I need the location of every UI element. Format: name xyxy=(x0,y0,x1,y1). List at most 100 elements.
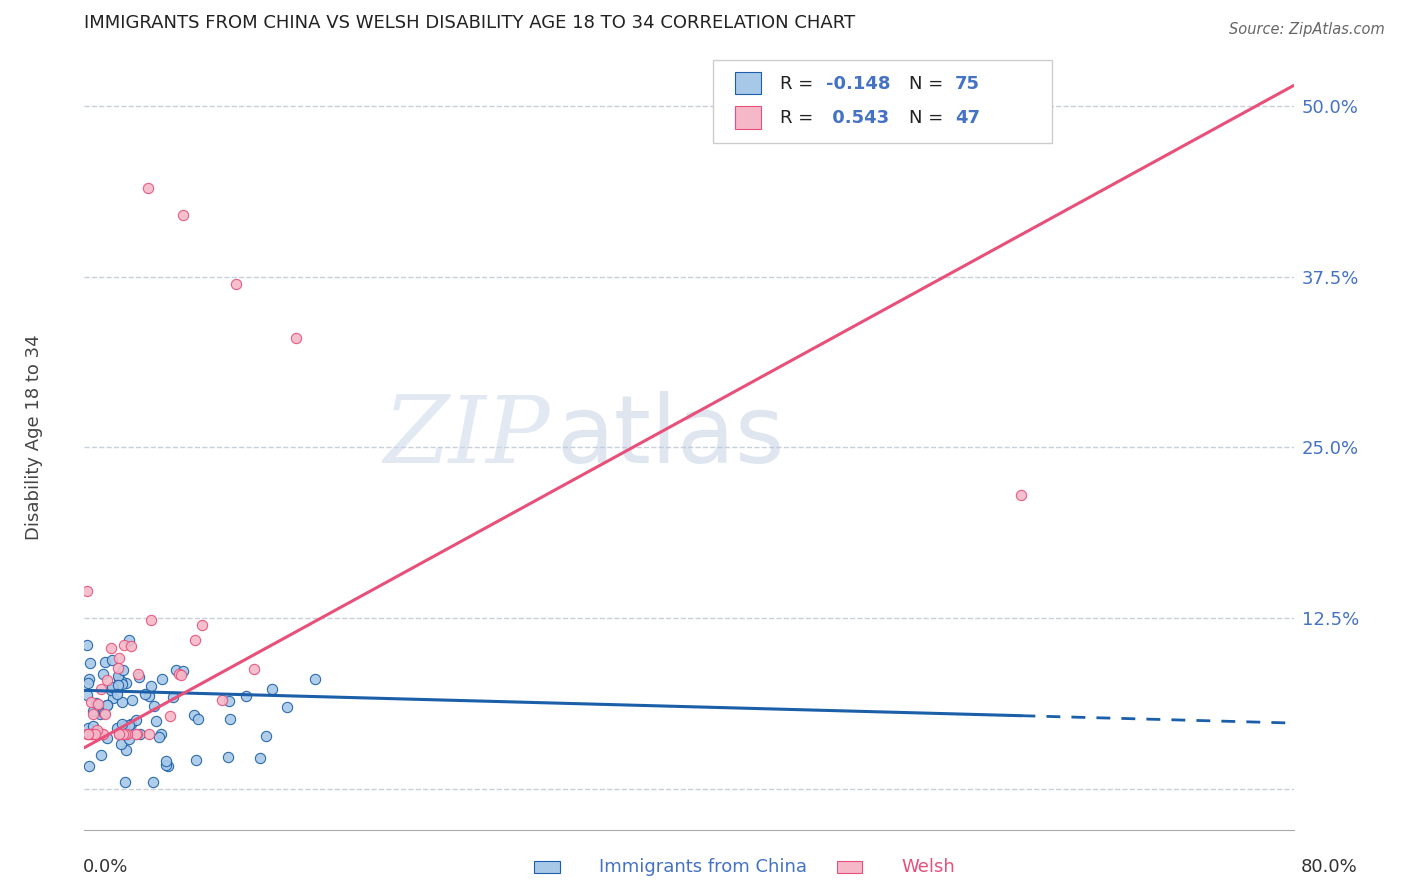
Point xyxy=(285,331,308,345)
Point xyxy=(82,706,104,721)
Point xyxy=(77,727,100,741)
Point xyxy=(93,706,115,720)
Point xyxy=(262,681,284,696)
Point xyxy=(218,712,240,726)
Point xyxy=(211,693,233,707)
Text: IMMIGRANTS FROM CHINA VS WELSH DISABILITY AGE 18 TO 34 CORRELATION CHART: IMMIGRANTS FROM CHINA VS WELSH DISABILIT… xyxy=(84,14,855,32)
Text: N =: N = xyxy=(910,110,949,128)
Point xyxy=(142,774,165,789)
Point xyxy=(165,663,187,677)
Point xyxy=(79,727,101,741)
Point xyxy=(112,719,135,733)
Point xyxy=(187,712,209,726)
Point xyxy=(128,727,150,741)
Point xyxy=(134,687,156,701)
Point xyxy=(82,727,104,741)
Point xyxy=(141,679,163,693)
Point xyxy=(91,727,114,741)
Point xyxy=(76,584,98,599)
Point xyxy=(155,754,177,768)
Text: atlas: atlas xyxy=(555,391,785,483)
Point xyxy=(94,706,117,721)
Point xyxy=(110,674,132,689)
Point xyxy=(77,673,100,687)
Point xyxy=(120,716,142,731)
Point xyxy=(167,666,190,681)
Point xyxy=(1011,488,1033,502)
Point xyxy=(191,617,214,632)
Point xyxy=(276,699,298,714)
Point xyxy=(138,689,160,703)
Point xyxy=(91,666,114,681)
Point xyxy=(136,181,159,195)
Text: 75: 75 xyxy=(955,75,980,93)
Point xyxy=(107,727,129,741)
Point xyxy=(242,662,264,676)
Point xyxy=(120,639,142,653)
Point xyxy=(218,694,240,708)
Point xyxy=(235,689,257,703)
Point xyxy=(96,731,118,746)
Point xyxy=(96,698,118,712)
Point xyxy=(110,737,132,751)
Point xyxy=(76,721,98,735)
FancyBboxPatch shape xyxy=(837,861,862,873)
Text: 0.0%: 0.0% xyxy=(83,858,128,876)
Point xyxy=(217,750,239,764)
Point xyxy=(115,742,138,756)
Point xyxy=(77,759,100,773)
Point xyxy=(148,730,170,744)
Point xyxy=(101,653,124,667)
Point xyxy=(108,651,131,665)
Point xyxy=(101,680,124,694)
Point xyxy=(101,690,124,705)
Point xyxy=(170,667,193,681)
Point xyxy=(105,721,128,735)
Point xyxy=(184,753,207,767)
Point xyxy=(115,676,138,690)
Point xyxy=(96,698,118,712)
Point xyxy=(249,750,271,764)
Text: Source: ZipAtlas.com: Source: ZipAtlas.com xyxy=(1229,22,1385,37)
Point xyxy=(111,677,134,691)
Point xyxy=(79,656,101,670)
Point xyxy=(183,707,205,722)
Point xyxy=(91,727,114,741)
Point xyxy=(225,277,247,291)
Point xyxy=(100,640,122,655)
Text: R =: R = xyxy=(780,75,818,93)
Point xyxy=(114,774,136,789)
Point xyxy=(159,709,181,723)
Point xyxy=(87,726,110,740)
Point xyxy=(83,727,105,741)
Point xyxy=(162,690,184,704)
Point xyxy=(94,655,117,669)
Point xyxy=(82,704,104,718)
Point xyxy=(145,714,167,728)
Point xyxy=(80,695,103,709)
Point xyxy=(254,729,277,743)
Point xyxy=(127,666,149,681)
Point xyxy=(112,638,135,652)
Point xyxy=(118,633,141,648)
Point xyxy=(107,727,129,741)
Point xyxy=(138,727,160,741)
Point xyxy=(125,727,148,741)
Point xyxy=(155,757,177,772)
FancyBboxPatch shape xyxy=(735,71,762,94)
Point xyxy=(111,717,134,731)
Text: Welsh: Welsh xyxy=(901,858,955,876)
Point xyxy=(90,727,112,741)
Point xyxy=(77,727,100,741)
Point xyxy=(107,661,129,675)
Point xyxy=(172,208,194,222)
Point xyxy=(125,727,148,741)
Text: ZIP: ZIP xyxy=(384,392,550,482)
Point xyxy=(103,681,125,695)
Point xyxy=(118,731,141,746)
Point xyxy=(118,718,141,732)
Point xyxy=(90,747,112,762)
Text: 80.0%: 80.0% xyxy=(1301,858,1357,876)
Point xyxy=(304,673,326,687)
Text: 0.543: 0.543 xyxy=(825,110,889,128)
